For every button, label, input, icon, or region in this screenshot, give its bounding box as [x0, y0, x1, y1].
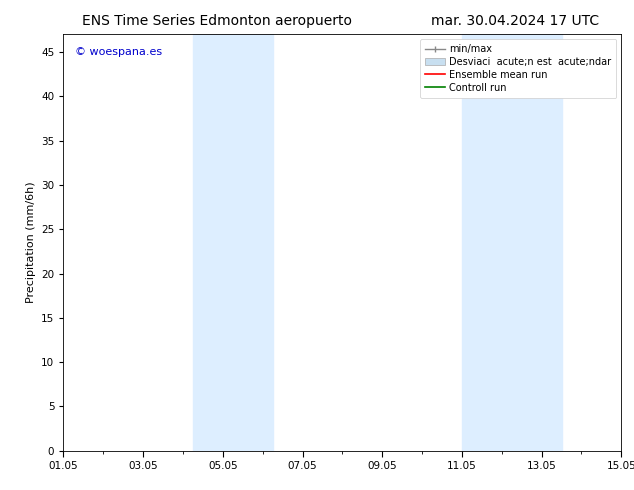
Y-axis label: Precipitation (mm/6h): Precipitation (mm/6h): [25, 182, 36, 303]
Text: mar. 30.04.2024 17 UTC: mar. 30.04.2024 17 UTC: [431, 14, 599, 28]
Bar: [193, 34, 273, 451]
Text: ENS Time Series Edmonton aeropuerto: ENS Time Series Edmonton aeropuerto: [82, 14, 353, 28]
Legend: min/max, Desviaci  acute;n est  acute;ndar, Ensemble mean run, Controll run: min/max, Desviaci acute;n est acute;ndar…: [420, 39, 616, 98]
Bar: [462, 34, 562, 451]
Text: © woespana.es: © woespana.es: [75, 47, 162, 57]
